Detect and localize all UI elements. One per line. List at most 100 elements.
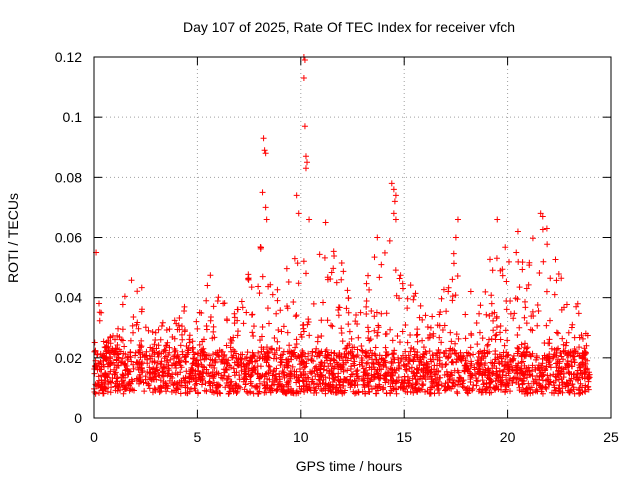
- data-point: [176, 379, 183, 386]
- data-point: [396, 275, 403, 282]
- data-point: [553, 277, 560, 284]
- data-point: [119, 337, 126, 344]
- data-point: [383, 310, 390, 317]
- data-point: [414, 326, 421, 333]
- data-point: [259, 355, 266, 362]
- x-axis-label: GPS time / hours: [296, 458, 403, 474]
- data-point: [454, 367, 461, 374]
- data-point: [436, 334, 443, 341]
- data-point: [143, 348, 150, 355]
- data-point: [249, 329, 256, 336]
- data-point: [490, 327, 497, 334]
- data-point: [348, 355, 355, 362]
- data-point: [106, 378, 113, 385]
- data-point-peak: [494, 216, 501, 223]
- data-point: [121, 293, 128, 300]
- data-point: [146, 364, 153, 371]
- data-point: [108, 384, 115, 391]
- data-point: [131, 387, 138, 394]
- data-point: [348, 335, 355, 342]
- data-point: [173, 365, 180, 372]
- data-point: [318, 317, 325, 324]
- data-point: [501, 366, 508, 373]
- data-point: [279, 368, 286, 375]
- data-point: [417, 358, 424, 365]
- data-point: [358, 347, 365, 354]
- data-point: [522, 368, 529, 375]
- data-point: [407, 388, 414, 395]
- data-point: [240, 376, 247, 383]
- data-point: [184, 347, 191, 354]
- data-point: [142, 324, 149, 331]
- data-point: [482, 386, 489, 393]
- data-point: [499, 272, 506, 279]
- data-point: [152, 386, 159, 393]
- data-point: [103, 357, 110, 364]
- data-point: [492, 348, 499, 355]
- data-point: [115, 325, 122, 332]
- data-point: [166, 344, 173, 351]
- data-point: [328, 367, 335, 374]
- data-point: [210, 303, 217, 310]
- data-point: [262, 353, 269, 360]
- data-point: [128, 277, 135, 284]
- data-point: [534, 322, 541, 329]
- data-point: [451, 347, 458, 354]
- data-point-peak: [302, 165, 309, 172]
- data-point: [401, 373, 408, 380]
- data-point: [171, 352, 178, 359]
- data-point: [299, 349, 306, 356]
- data-point: [565, 329, 572, 336]
- data-point-peak: [293, 192, 300, 199]
- data-point: [427, 390, 434, 397]
- data-point: [371, 350, 378, 357]
- data-point: [470, 351, 477, 358]
- data-point: [477, 302, 484, 309]
- data-point: [411, 351, 418, 358]
- data-point: [399, 379, 406, 386]
- data-point: [386, 237, 393, 244]
- data-point: [274, 297, 281, 304]
- data-point: [298, 333, 305, 340]
- data-point: [328, 349, 335, 356]
- data-point: [172, 347, 179, 354]
- data-point: [163, 327, 170, 334]
- data-point: [395, 374, 402, 381]
- data-point: [306, 332, 313, 339]
- data-point-peak: [304, 159, 311, 166]
- data-point: [453, 331, 460, 338]
- data-point: [414, 366, 421, 373]
- scatter-points: [91, 54, 593, 397]
- data-point: [286, 342, 293, 349]
- data-point: [194, 390, 201, 397]
- data-point: [266, 363, 273, 370]
- data-point: [501, 342, 508, 349]
- data-point: [545, 359, 552, 366]
- data-point: [138, 337, 145, 344]
- y-axis-label: ROTI / TECUs: [5, 193, 21, 283]
- data-point: [285, 356, 292, 363]
- data-point: [400, 352, 407, 359]
- data-point: [539, 226, 546, 233]
- data-point: [234, 306, 241, 313]
- data-point: [231, 320, 238, 327]
- data-point: [410, 356, 417, 363]
- data-point: [463, 349, 470, 356]
- data-point: [259, 273, 266, 280]
- data-point: [559, 335, 566, 342]
- data-point: [197, 350, 204, 357]
- data-point: [171, 362, 178, 369]
- data-point: [476, 329, 483, 336]
- data-point: [551, 384, 558, 391]
- data-point: [106, 354, 113, 361]
- data-point: [366, 337, 373, 344]
- data-point: [410, 296, 417, 303]
- data-point: [189, 360, 196, 367]
- data-point: [130, 365, 137, 372]
- data-point: [436, 322, 443, 329]
- data-point: [361, 382, 368, 389]
- data-point: [338, 276, 345, 283]
- data-point: [151, 358, 158, 365]
- data-point: [345, 321, 352, 328]
- data-point: [414, 331, 421, 338]
